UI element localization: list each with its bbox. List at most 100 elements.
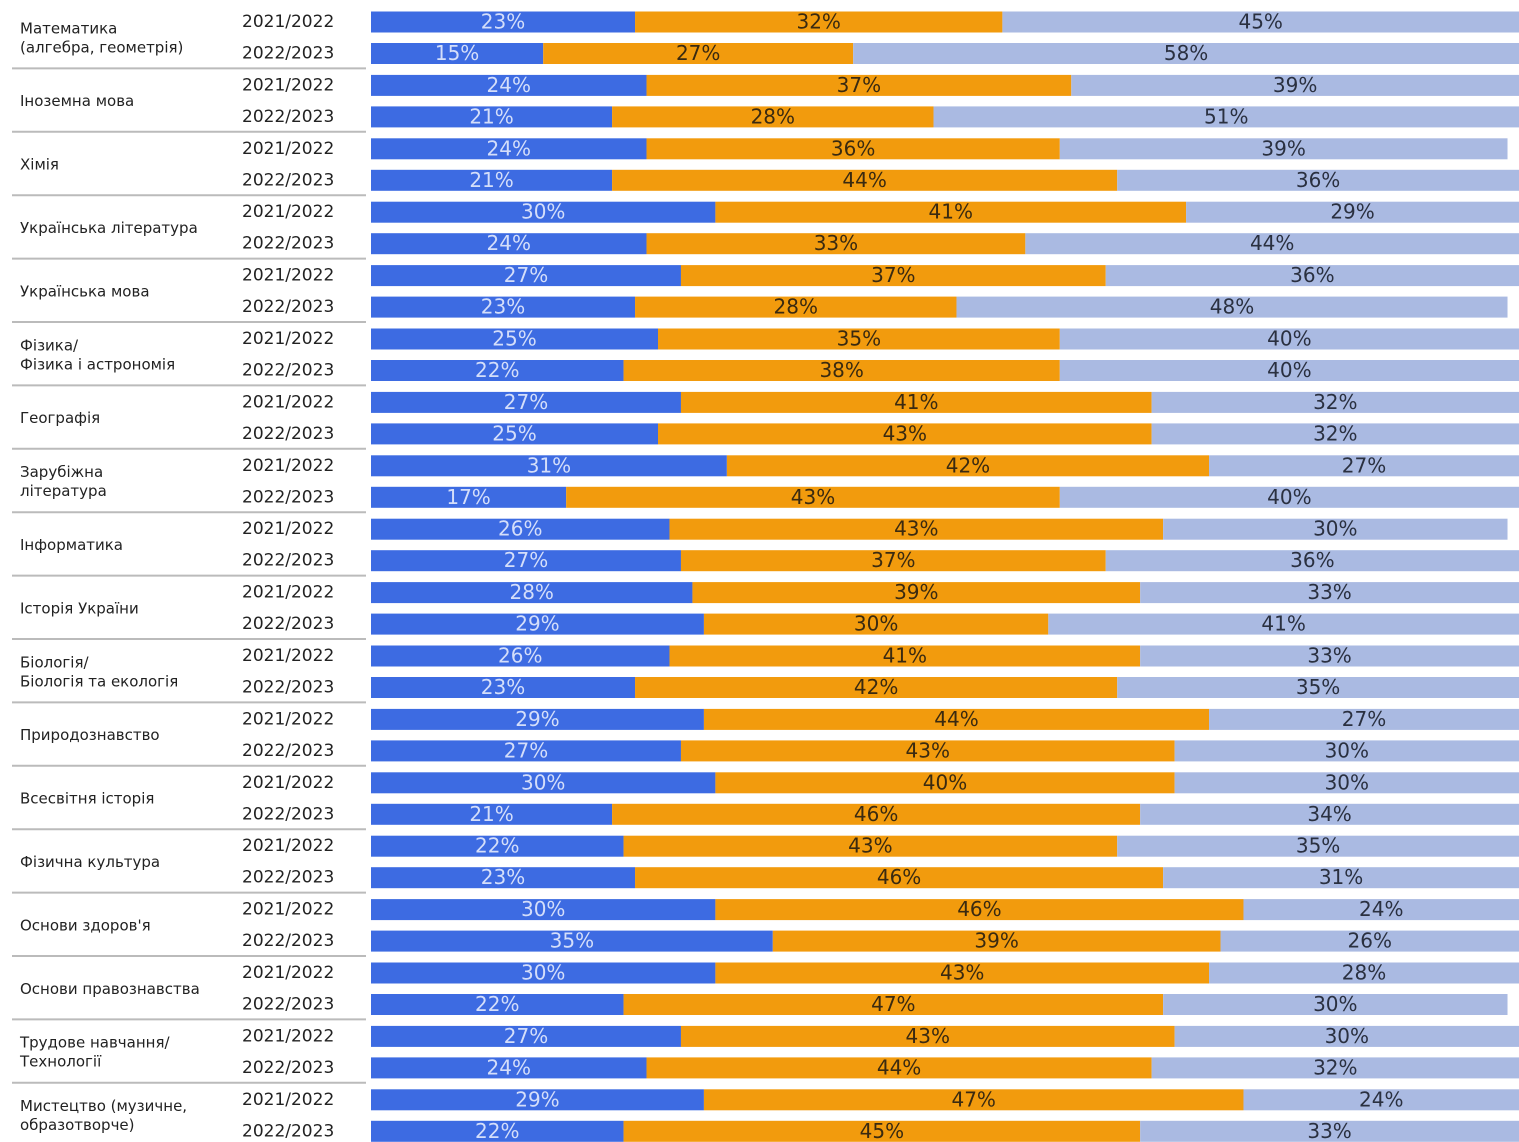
value-label: 22% [475,834,519,858]
bar-segment [1059,360,1519,381]
subject-label: Історія України [20,599,139,617]
bar-segment [1243,899,1519,921]
value-label: 28% [509,580,553,604]
subject-label: Основи здоров'я [20,916,151,934]
value-label: 30% [521,200,565,224]
period-label: 2022/2023 [242,995,334,1015]
bar-segment [726,455,1210,477]
value-label: 39% [1273,73,1317,97]
period-label: 2022/2023 [242,868,334,888]
value-label: 51% [1204,104,1248,128]
bar-segment [1002,11,1519,33]
bar-segment [371,994,624,1015]
value-label: 42% [854,675,898,699]
period-label: 2022/2023 [242,107,334,127]
period-label: 2021/2022 [242,392,334,412]
value-label: 23% [481,865,525,889]
value-label: 34% [1307,802,1351,826]
bar-segment [543,43,854,64]
subject-label-line: Мистецтво (музичне, [20,1097,187,1115]
value-label: 32% [1313,1055,1357,1079]
bar-segment [371,296,636,318]
bar-segment [371,867,636,889]
value-label: 41% [929,200,973,224]
value-label: 46% [854,802,898,826]
bar-segment [1151,423,1519,445]
value-label: 31% [1319,865,1363,889]
bar-segment [371,740,681,762]
period-label: 2022/2023 [242,234,334,254]
bar-segment [1151,391,1519,413]
bar-segment [623,994,1164,1015]
value-label: 24% [487,136,531,160]
bar-segment [612,169,1118,191]
value-label: 43% [883,421,927,445]
value-label: 33% [1307,1119,1351,1142]
period-label: 2022/2023 [242,487,334,507]
bar-segment [371,645,670,667]
subject-label-line: Українська мова [20,282,150,300]
period-label: 2021/2022 [242,75,334,95]
value-label: 32% [1313,390,1357,414]
bar-segment [371,360,624,381]
bar-segment [623,835,1118,857]
bar-segment [1048,613,1519,635]
value-label: 28% [751,104,795,128]
subject-label: Географія [20,409,100,427]
period-label: 2021/2022 [242,202,334,222]
subject-label-line: Технології [19,1052,102,1070]
bar-segment [635,11,1003,33]
value-label: 25% [492,421,536,445]
bar-segment [371,803,613,825]
subject-label: Іноземна мова [20,92,134,110]
value-label: 43% [894,517,938,541]
period-label: 2022/2023 [242,1058,334,1078]
value-label: 24% [487,231,531,255]
period-label: 2022/2023 [242,361,334,381]
period-label: 2021/2022 [242,646,334,666]
value-label: 29% [1330,200,1374,224]
value-label: 24% [1359,897,1403,921]
bar-segment [703,708,1210,730]
bar-segment [772,930,1221,952]
value-label: 29% [515,612,559,636]
bar-segment [658,328,1060,350]
value-label: 47% [871,992,915,1016]
bar-segment [1209,708,1519,730]
bar-segment [371,518,670,540]
bar-segment [371,169,613,191]
bar-segment [371,455,727,477]
bar-segment [371,708,704,730]
bar-segment [371,328,658,350]
value-label: 41% [1261,612,1305,636]
bar-segment [1105,265,1519,287]
bar-segment [371,265,681,287]
value-label: 35% [550,929,594,953]
value-label: 27% [504,548,548,572]
period-label: 2022/2023 [242,297,334,317]
value-label: 21% [469,104,513,128]
value-label: 26% [498,644,542,668]
bar-segment [1163,994,1508,1015]
bar-segment [371,486,567,508]
period-label: 2021/2022 [242,1090,334,1110]
bar-segment [1140,1120,1519,1142]
period-label: 2022/2023 [242,551,334,571]
subject-label: Фізична культура [20,852,160,870]
bar-segment [1243,1089,1519,1111]
subject-label-line: Іноземна мова [20,92,134,110]
bar-segment [371,1025,681,1047]
value-label: 35% [837,327,881,351]
bar-segment [371,930,773,952]
value-label: 24% [487,1055,531,1079]
value-label: 44% [1250,231,1294,255]
value-label: 33% [814,231,858,255]
value-label: 29% [515,707,559,731]
bar-segment [933,106,1519,128]
subject-label-line: Основи здоров'я [20,916,151,934]
value-label: 44% [934,707,978,731]
value-label: 27% [504,738,548,762]
period-label: 2022/2023 [242,678,334,698]
value-label: 23% [481,10,525,34]
period-label: 2022/2023 [242,1121,334,1141]
